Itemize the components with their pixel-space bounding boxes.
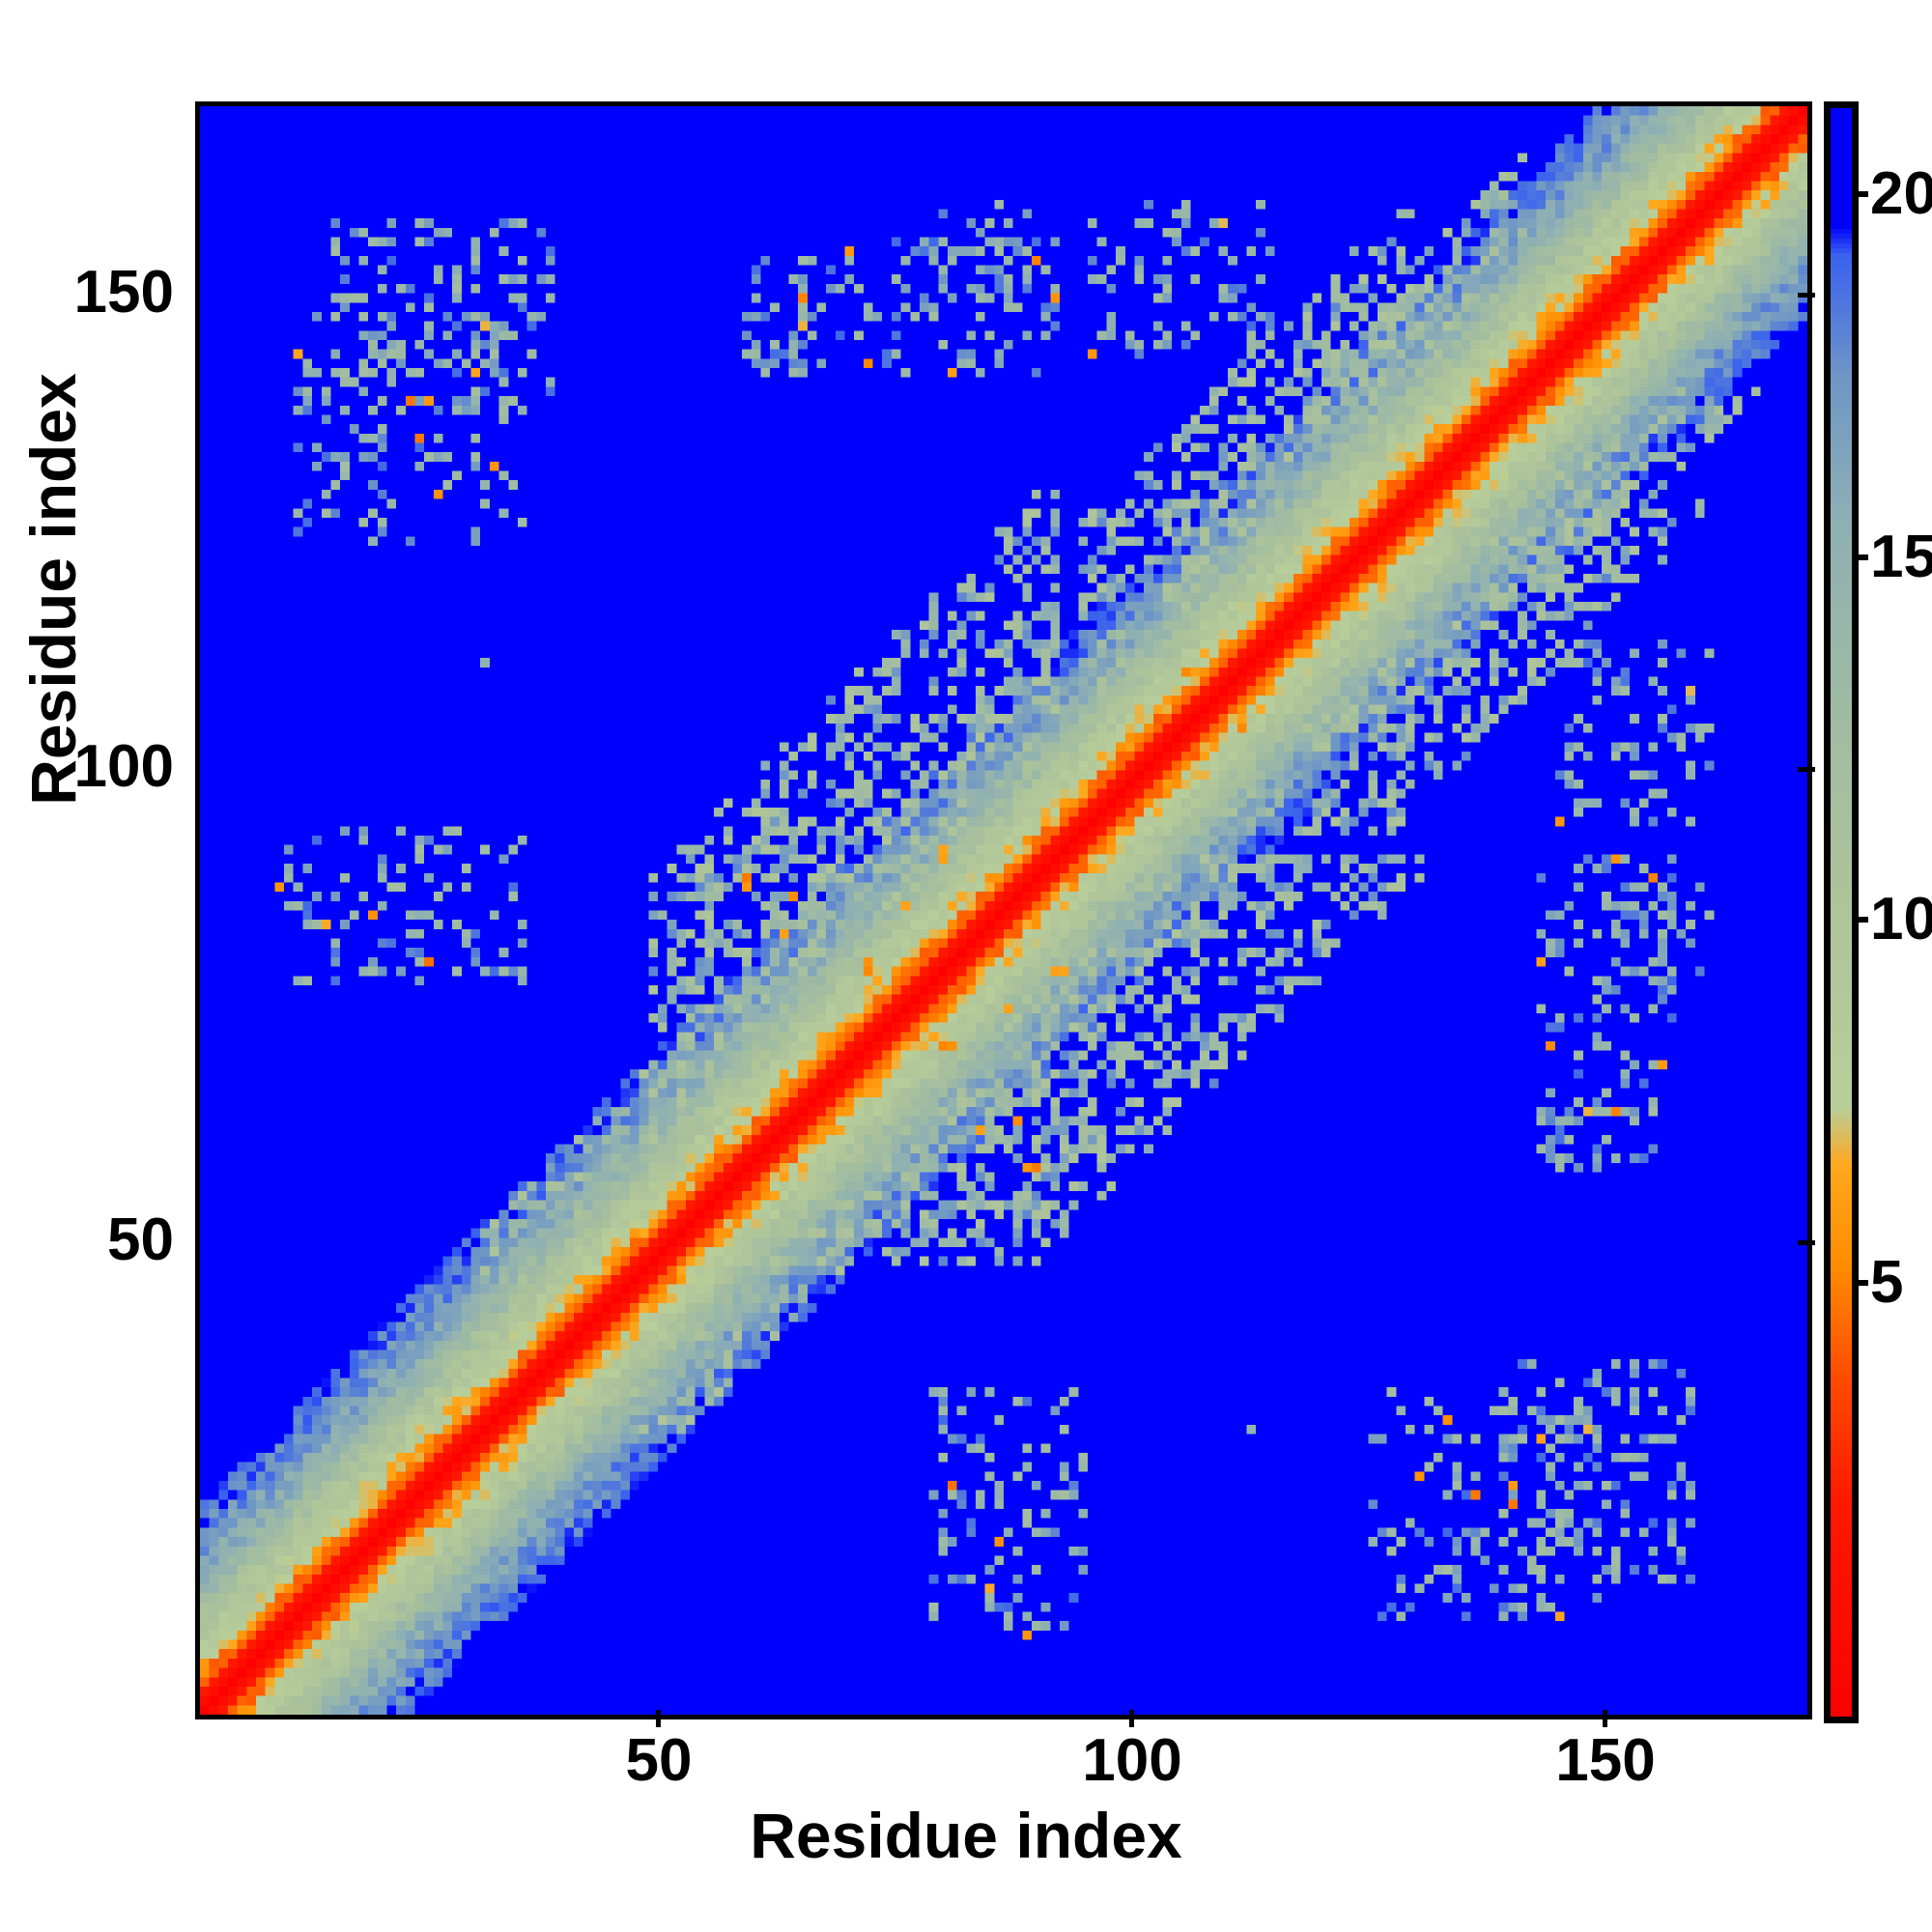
y-axis-tick-50 — [1798, 1240, 1815, 1245]
colorbar-label-15: 15 — [1870, 524, 1932, 590]
y-axis-tick-label-150: 150 — [73, 259, 174, 326]
colorbar-label-20: 20 — [1870, 160, 1932, 227]
colorbar-label-5: 5 — [1870, 1249, 1904, 1316]
colorbar-tick-15 — [1853, 554, 1868, 560]
y-axis-title-wrapper: Residue index — [14, 203, 92, 976]
x-axis-tick-150 — [1603, 1710, 1607, 1727]
x-axis-tick-50 — [656, 1710, 661, 1727]
x-axis-tick-label-50: 50 — [625, 1727, 693, 1794]
distance-matrix-heatmap[interactable] — [200, 106, 1807, 1715]
colorbar-tick-20 — [1853, 191, 1868, 197]
colorbar-label-10: 10 — [1870, 886, 1932, 952]
y-axis-tick-100 — [1798, 767, 1815, 772]
x-axis-title: Residue index — [750, 1800, 1182, 1871]
y-axis-tick-label-50: 50 — [107, 1207, 174, 1273]
y-axis-tick-150 — [1798, 293, 1815, 298]
heatmap-plot-area[interactable] — [195, 101, 1812, 1719]
x-axis-tick-100 — [1129, 1710, 1134, 1727]
x-axis-tick-label-150: 150 — [1555, 1727, 1656, 1794]
colorbar[interactable] — [1824, 101, 1859, 1723]
y-axis-title: Residue index — [17, 373, 89, 806]
x-axis-tick-label-100: 100 — [1082, 1727, 1182, 1794]
colorbar-gradient — [1831, 108, 1852, 1717]
y-axis-tick-label-100: 100 — [73, 733, 174, 800]
colorbar-tick-5 — [1853, 1280, 1868, 1286]
colorbar-tick-10 — [1853, 917, 1868, 923]
